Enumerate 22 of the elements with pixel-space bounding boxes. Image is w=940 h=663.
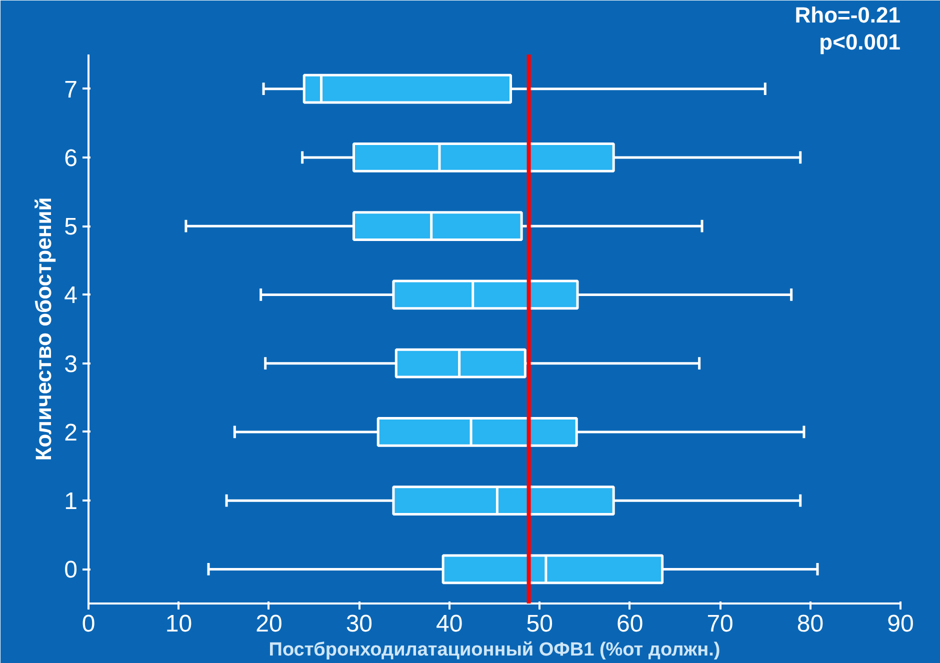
- y-tick-label: 7: [64, 76, 78, 104]
- y-tick-label: 4: [64, 282, 78, 310]
- x-tick-label: 0: [82, 610, 96, 638]
- x-tick-label: 60: [616, 610, 644, 638]
- y-tick-label: 6: [64, 144, 78, 172]
- y-tick-label: 5: [64, 214, 78, 241]
- y-tick-label: 2: [64, 419, 78, 446]
- x-tick-label: 90: [887, 610, 914, 638]
- x-tick-label: 50: [526, 610, 553, 638]
- annotation: p<0.001: [819, 30, 901, 54]
- y-tick-label: 1: [64, 488, 78, 516]
- x-tick-label: 30: [346, 610, 373, 638]
- text: Rho=-0.21: [794, 2, 901, 28]
- x-tick-label: 10: [165, 610, 192, 638]
- y-tick-label: 0: [64, 556, 78, 584]
- x-tick-label: 70: [706, 610, 734, 638]
- y-axis-title: Количество обострений: [31, 197, 56, 461]
- x-tick-label: 80: [796, 610, 824, 638]
- x-tick-label: 20: [256, 610, 282, 638]
- y-tick-label: 3: [64, 350, 78, 378]
- x-tick-label: 40: [436, 610, 463, 638]
- x-axis-title: Постбронходилатационный ОФВ1 (%от должн.): [268, 640, 720, 660]
